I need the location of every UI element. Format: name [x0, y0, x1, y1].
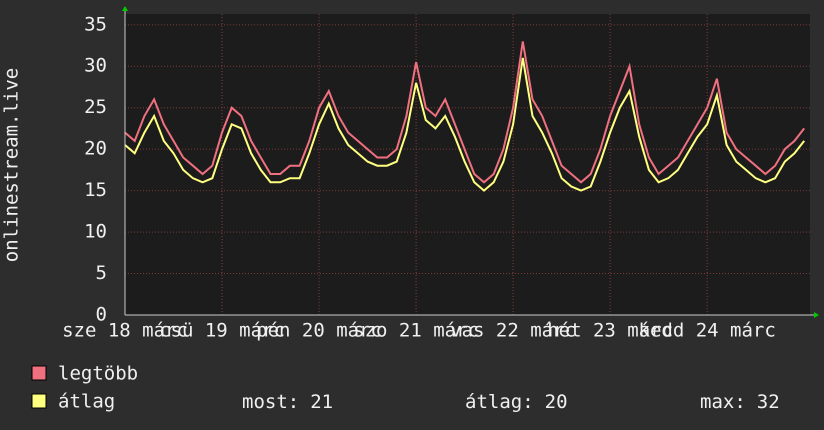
y-tick-label: 15	[84, 179, 107, 201]
stat-value: 21	[310, 391, 333, 413]
plot-area	[125, 14, 810, 315]
stat-label: átlag:	[465, 391, 534, 413]
y-tick-label: 30	[84, 55, 107, 77]
x-tick-label: szo 21 márc	[353, 320, 479, 342]
y-tick-label: 5	[96, 262, 107, 284]
stat: átlag: 20	[465, 391, 568, 413]
x-axis-arrow	[814, 312, 819, 318]
y-tick-label: 20	[84, 138, 107, 160]
stat-label: max:	[700, 391, 746, 413]
legend-label: legtöbb	[58, 363, 138, 385]
y-tick-label: 35	[84, 13, 107, 35]
stat: most: 21	[242, 391, 333, 413]
y-axis-label: onlinestream.live	[1, 68, 23, 262]
stat-value: 32	[757, 391, 780, 413]
legend-label: átlag	[58, 391, 115, 413]
x-tick-label: pén 20 márc	[256, 320, 382, 342]
x-tick-label: csü 19 márc	[159, 320, 285, 342]
legend-swatch	[31, 365, 47, 381]
series-line	[124, 57, 805, 192]
y-tick-label: 10	[84, 221, 107, 243]
legend-swatch	[31, 393, 47, 409]
y-tick-label: 0	[96, 304, 107, 326]
stat-label: most:	[242, 391, 299, 413]
y-axis-arrow	[122, 6, 128, 11]
series-line	[124, 41, 805, 184]
x-tick-label: kedd 24 márc	[639, 320, 776, 342]
stat-value: 20	[545, 391, 568, 413]
x-tick-label: vas 22 márc	[450, 320, 576, 342]
stat: max: 32	[700, 391, 780, 413]
x-tick-label: sze 18 márc	[62, 320, 188, 342]
y-tick-label: 25	[84, 96, 107, 118]
x-tick-label: hét 23 márc	[547, 320, 673, 342]
